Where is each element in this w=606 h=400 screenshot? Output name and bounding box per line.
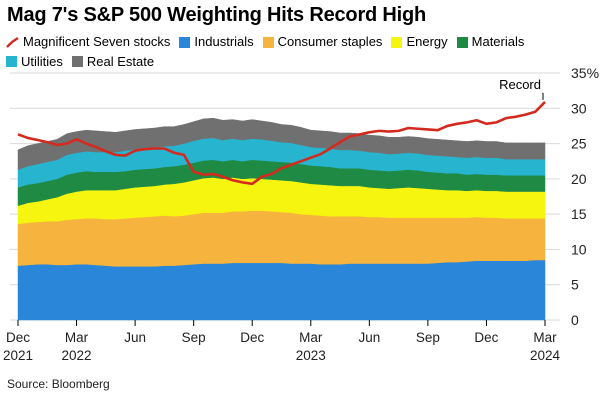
legend-label: Real Estate: [86, 53, 155, 69]
x-tick-label: Mar: [65, 330, 89, 345]
legend-item-energy: Energy: [391, 33, 448, 51]
y-tick-label: 0: [571, 312, 579, 328]
x-tick-label: Sep: [182, 330, 206, 345]
legend-swatch: [391, 36, 403, 48]
legend-label: Utilities: [21, 53, 63, 69]
y-tick-label: 35%: [571, 65, 599, 81]
legend-item-real-estate: Real Estate: [71, 53, 155, 71]
legend-item-utilities: Utilities: [6, 53, 63, 71]
legend-item-consumer-staples: Consumer staples: [262, 33, 383, 51]
legend-swatch: [6, 56, 17, 67]
x-tick-label: Jun: [124, 330, 146, 345]
x-tick-label: Dec: [6, 330, 30, 345]
annotation-record: Record: [499, 77, 541, 92]
x-tick-year: 2023: [296, 348, 326, 363]
legend-swatch: [456, 36, 468, 48]
x-tick-label: Dec: [240, 330, 264, 345]
x-tick-label: Jun: [358, 330, 380, 345]
area-real-estate: [17, 117, 546, 171]
legend-line-swatch: [6, 36, 19, 48]
legend-label: Industrials: [194, 34, 254, 49]
line-magnificent-seven: [17, 101, 546, 186]
legend: Magnificent Seven stocks Industrials Consu…: [6, 33, 596, 72]
x-tick-year: 2022: [62, 348, 92, 363]
x-tick-label: Dec: [474, 330, 498, 345]
y-tick-label: 30: [571, 100, 587, 116]
x-tick-label: Mar: [299, 330, 323, 345]
chart-title: Mag 7's S&P 500 Weighting Hits Record Hi…: [7, 4, 427, 26]
area-industrials: [17, 259, 546, 321]
legend-label: Consumer staples: [277, 34, 383, 49]
y-tick-label: 10: [571, 241, 587, 257]
legend-item-magnificent-seven: Magnificent Seven stocks: [6, 33, 170, 51]
x-tick-year: 2021: [3, 348, 33, 363]
legend-swatch: [71, 56, 83, 67]
legend-swatch: [179, 36, 191, 48]
legend-label: Materials: [471, 34, 525, 49]
legend-item-materials: Materials: [456, 33, 525, 51]
y-tick-label: 5: [571, 277, 579, 293]
x-tick-year: 2024: [530, 348, 561, 363]
y-tick-label: 25: [571, 136, 587, 152]
y-tick-label: 15: [571, 206, 587, 222]
area-consumer-staples: [17, 210, 546, 267]
x-tick-label: Sep: [416, 330, 440, 345]
y-tick-label: 20: [571, 171, 587, 187]
legend-label: Magnificent Seven stocks: [23, 34, 171, 49]
legend-item-industrials: Industrials: [179, 33, 254, 51]
x-tick-label: Mar: [533, 330, 557, 345]
legend-label: Energy: [406, 34, 448, 49]
legend-swatch: [262, 36, 274, 48]
source-note: Source: Bloomberg: [7, 377, 110, 391]
